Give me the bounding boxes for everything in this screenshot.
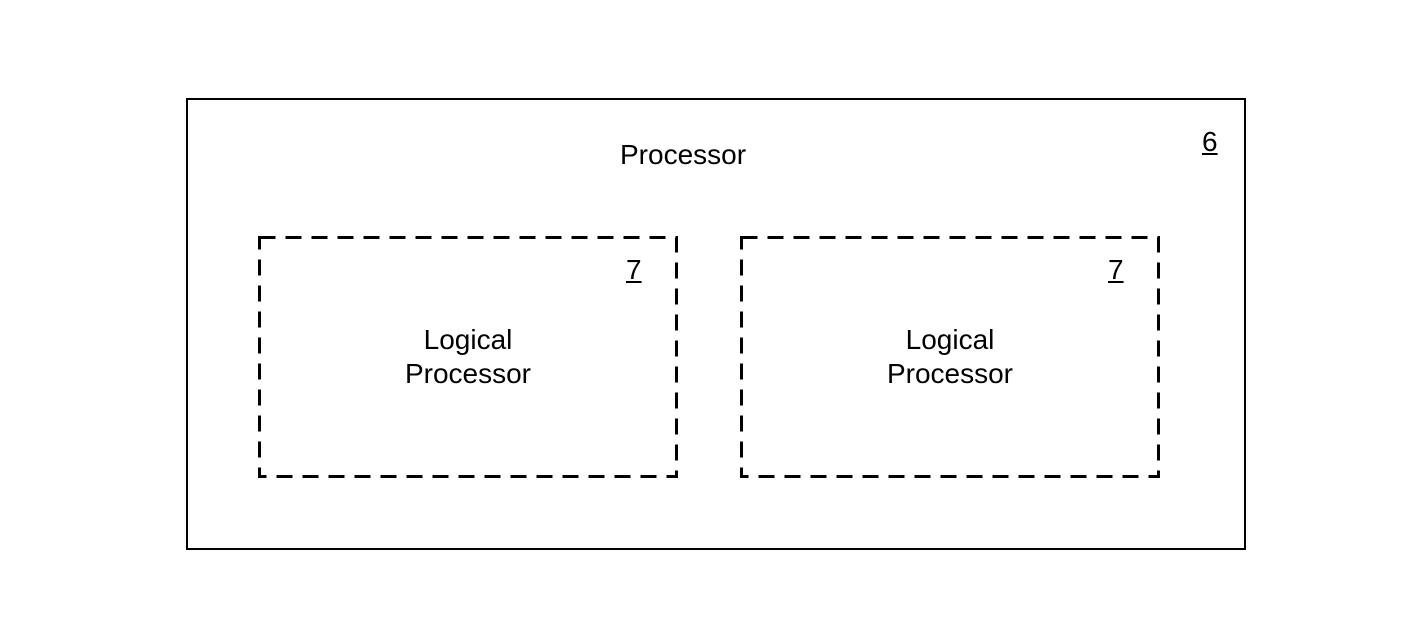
logical-processor-label: Logical Processor — [740, 323, 1160, 390]
logical-processor-label: Logical Processor — [258, 323, 678, 390]
logical-processor-ref-number: 7 — [1108, 254, 1124, 286]
processor-ref-number: 6 — [1202, 126, 1218, 158]
processor-label: Processor — [620, 138, 746, 172]
logical-processor-ref-number: 7 — [626, 254, 642, 286]
